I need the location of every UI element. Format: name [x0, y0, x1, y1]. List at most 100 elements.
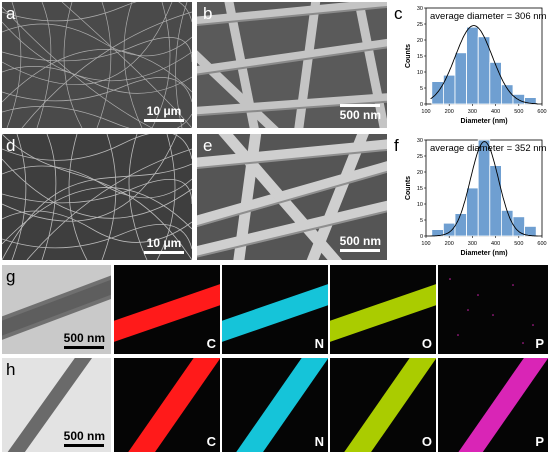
histogram-bar [489, 165, 502, 237]
nitrogen-map [236, 358, 328, 452]
gaussian-fit-line [430, 141, 538, 237]
carbon-map [128, 358, 220, 452]
scale-bar-e: 500 nm [340, 234, 381, 252]
scale-bar-text: 10 μm [146, 236, 182, 250]
tem-image-h: h 500 nm [2, 358, 111, 452]
sem-image-e: e 500 nm [197, 134, 387, 260]
panel-label-e: e [203, 136, 213, 155]
histogram-bar [466, 187, 479, 237]
element-label: N [314, 434, 324, 449]
scale-bar-text: 10 μm [146, 104, 182, 118]
histogram-bar [512, 94, 525, 105]
panel-label-b: b [203, 4, 213, 23]
histogram-bar [501, 210, 514, 237]
panel-label-g: g [6, 267, 16, 286]
histogram-bar [524, 97, 537, 105]
nanofiber-mat-image [2, 2, 192, 128]
x-axis-label: Diameter (nm) [460, 118, 507, 125]
carbon-map [114, 284, 220, 342]
y-tick-label: 25 [417, 22, 423, 28]
tem-image-g: g 500 nm [2, 265, 111, 354]
element-label: P [535, 336, 544, 351]
scale-bar-text: 500 nm [63, 429, 105, 443]
y-tick-label: 20 [417, 170, 423, 176]
x-tick-label: 200 [445, 109, 454, 115]
phosphorus-map [458, 358, 548, 452]
element-label: P [535, 434, 544, 449]
x-tick-label: 400 [491, 241, 500, 247]
scale-bar-text: 500 nm [63, 331, 105, 345]
eds-map-h-c: C [114, 358, 220, 452]
y-tick-label: 20 [417, 38, 423, 44]
panel-label-a: a [6, 4, 16, 23]
histogram-bar [466, 26, 479, 105]
gaussian-fit-line [430, 25, 538, 105]
x-tick-label: 600 [537, 109, 546, 115]
nanofiber-closeup-image [197, 2, 387, 128]
panel-label-c: c [394, 4, 403, 23]
element-label: C [206, 336, 216, 351]
y-tick-label: 5 [420, 218, 423, 224]
single-fiber-tem-image [7, 358, 93, 452]
y-tick-label: 0 [420, 102, 423, 108]
panel-label-d: d [6, 136, 16, 155]
x-tick-label: 500 [514, 109, 523, 115]
histogram-bar [477, 36, 491, 105]
eds-map-g-o: O [330, 265, 436, 354]
eds-map-g-p: P [438, 265, 548, 354]
scale-bar-d: 10 μm [144, 236, 184, 254]
histogram-bar [477, 139, 491, 237]
nanofiber-mat-image [2, 134, 192, 260]
nanofiber-closeup-image [197, 134, 387, 260]
x-tick-label: 400 [491, 109, 500, 115]
y-tick-label: 30 [417, 6, 423, 12]
element-label: C [206, 434, 216, 449]
element-label: O [421, 336, 432, 351]
x-tick-label: 300 [468, 109, 477, 115]
oxygen-map [330, 284, 436, 342]
x-tick-label: 200 [445, 241, 454, 247]
y-tick-label: 30 [417, 138, 423, 144]
sem-image-a: a 10 μm [2, 2, 192, 128]
y-tick-label: 5 [420, 86, 423, 92]
diameter-histogram-c: 100 200 300 400 500 600 0 5 10 15 20 25 30 Diameter (… [405, 6, 547, 125]
y-tick-label: 15 [417, 54, 423, 60]
x-axis-label: Diameter (nm) [460, 250, 507, 257]
histogram-bar [524, 226, 537, 237]
y-axis-label: Counts [405, 176, 412, 200]
histogram-c: 100 200 300 400 500 600 0 5 10 15 20 25 30 Diameter (… [392, 2, 548, 128]
eds-map-g-n: N [222, 265, 328, 354]
y-axis-label: Counts [405, 44, 412, 68]
chart-title: average diameter = 352 nm [430, 143, 547, 154]
oxygen-map [344, 358, 436, 452]
y-tick-label: 10 [417, 202, 423, 208]
histogram-bar [454, 52, 467, 105]
panel-label-h: h [6, 360, 16, 379]
x-tick-label: 300 [468, 241, 477, 247]
chart-title: average diameter = 306 nm [430, 11, 547, 22]
x-tick-label: 600 [537, 241, 546, 247]
diameter-histogram-f: 100 200 300 400 500 600 0 5 10 15 20 25 30 Diameter (… [405, 138, 547, 257]
scale-bar-text: 500 nm [339, 234, 381, 248]
y-tick-label: 10 [417, 70, 423, 76]
panel-label-f: f [394, 136, 399, 155]
scale-bar-a: 10 μm [144, 104, 184, 122]
x-tick-label: 500 [514, 241, 523, 247]
nitrogen-map [222, 284, 328, 342]
single-fiber-tem-image [2, 275, 111, 340]
sem-image-b: b 500 nm [197, 2, 387, 128]
eds-map-g-c: C [114, 265, 220, 354]
phosphorus-map [449, 278, 534, 344]
eds-map-h-o: O [330, 358, 436, 452]
x-tick-label: 100 [421, 241, 430, 247]
histogram-bar [489, 62, 502, 105]
scale-bar-text: 500 nm [339, 108, 381, 122]
scale-bar-h: 500 nm [64, 429, 105, 447]
y-tick-label: 0 [420, 234, 423, 240]
x-tick-label: 100 [421, 109, 430, 115]
histogram-f: 100 200 300 400 500 600 0 5 10 15 20 25 30 Diameter (… [392, 134, 548, 260]
scale-bar-b: 500 nm [340, 103, 381, 122]
y-tick-label: 25 [417, 154, 423, 160]
histogram-bar [454, 213, 467, 237]
eds-map-h-p: P [438, 358, 548, 452]
